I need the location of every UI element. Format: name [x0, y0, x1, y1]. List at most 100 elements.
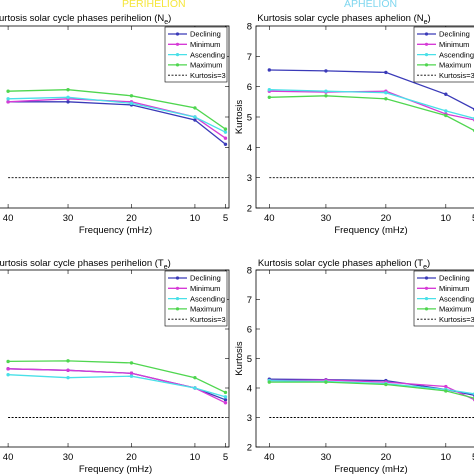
data-point: [66, 359, 70, 363]
x-tick-label: 5: [223, 452, 228, 463]
x-tick-label: 40: [3, 213, 14, 224]
x-tick-label: 5: [223, 213, 228, 224]
series-group: [267, 68, 474, 179]
legend-marker: [175, 276, 180, 280]
legend-marker: [424, 307, 429, 311]
x-tick-label: 20: [381, 452, 392, 463]
data-point: [384, 91, 388, 95]
data-point: [66, 368, 70, 372]
data-point: [324, 89, 328, 93]
data-point: [267, 68, 272, 72]
legend-label: Maximum: [190, 305, 223, 314]
x-tick-label: 5: [472, 213, 474, 224]
data-point: [444, 92, 448, 96]
legend-label: Minimum: [190, 40, 220, 49]
data-point: [223, 390, 228, 395]
data-point: [193, 118, 197, 122]
legend-marker: [175, 307, 180, 311]
data-point: [324, 380, 328, 384]
data-point: [384, 97, 388, 101]
aphelion-header: APHELION: [344, 0, 397, 10]
legend-label: Minimum: [439, 40, 469, 49]
x-tick-label: 20: [126, 213, 137, 224]
data-point: [66, 88, 70, 92]
legend-marker: [424, 286, 429, 290]
data-point: [193, 106, 197, 110]
data-point: [223, 398, 228, 402]
chart-title-close: ): [427, 258, 430, 269]
chart-title-subscript: e: [423, 264, 427, 271]
x-tick-label: 30: [321, 452, 332, 463]
y-tick-label: 8: [247, 22, 252, 33]
series-group: [6, 88, 228, 179]
legend-label: Maximum: [190, 61, 223, 70]
legend-label: Kurtosis=3: [190, 71, 226, 80]
legend-marker: [175, 297, 180, 301]
x-tick-label: 20: [126, 452, 137, 463]
chart-title-subscript: e: [424, 19, 428, 26]
chart-title: Kurtosis solar cycle phases perihelion (…: [0, 13, 171, 26]
y-tick-label: 2: [247, 204, 252, 215]
y-tick-label: 7: [247, 295, 252, 306]
chart-title-main: Kurtosis solar cycle phases aphelion (T: [258, 258, 423, 269]
legend-label: Ascending: [190, 50, 225, 59]
chart-title: Kurtosis solar cycle phases aphelion (Te…: [258, 258, 430, 271]
data-point: [66, 100, 70, 104]
x-tick-label: 40: [264, 213, 275, 224]
data-point: [223, 395, 228, 399]
y-tick-label: 4: [247, 143, 252, 154]
legend-marker: [424, 276, 429, 280]
legend-label: Declining: [439, 274, 470, 283]
y-tick-label: 4: [247, 384, 252, 395]
data-point: [66, 375, 70, 380]
data-point: [193, 375, 197, 380]
x-tick-label: 30: [63, 452, 74, 463]
data-point: [324, 94, 328, 98]
chart-title-main: Kurtosis solar cycle phases perihelion (…: [0, 258, 164, 269]
legend-label: Declining: [190, 30, 221, 39]
data-point: [6, 367, 10, 371]
legend-marker: [175, 53, 180, 57]
data-point: [66, 95, 70, 99]
data-point: [444, 113, 448, 118]
legend-box: [164, 270, 228, 327]
data-point: [444, 109, 448, 113]
data-point: [444, 384, 448, 389]
chart-title-close: ): [168, 258, 171, 269]
data-point: [444, 389, 448, 393]
x-axis-label: Frequency (mHz): [79, 464, 152, 474]
data-point: [223, 401, 228, 405]
chart-panel-4: Kurtosis solar cycle phases aphelion (Te…: [234, 258, 474, 474]
data-point: [129, 94, 134, 98]
x-tick-label: 20: [381, 213, 392, 224]
chart-panel-2: Kurtosis solar cycle phases aphelion (Ne…: [234, 13, 474, 236]
chart-title-subscript: e: [164, 264, 168, 271]
legend-label: Declining: [190, 274, 221, 283]
data-point: [6, 359, 10, 364]
data-point: [129, 371, 134, 375]
data-point: [384, 70, 388, 75]
series-group: [6, 359, 228, 418]
legend-marker: [424, 32, 429, 36]
y-tick-label: 3: [247, 413, 252, 424]
y-tick-label: 7: [247, 52, 252, 63]
y-axis-label: Kurtosis: [234, 341, 245, 376]
legend-marker: [424, 297, 429, 301]
legend-label: Kurtosis=3: [439, 315, 474, 324]
x-tick-label: 10: [190, 213, 201, 224]
legend-label: Maximum: [439, 305, 472, 314]
y-tick-label: 2: [247, 443, 252, 454]
data-point: [324, 69, 328, 73]
x-tick-label: 10: [441, 213, 452, 224]
x-tick-label: 5: [472, 452, 474, 463]
data-point: [193, 386, 197, 390]
legend-label: Minimum: [190, 284, 220, 293]
legend-marker: [424, 63, 429, 67]
legend-label: Declining: [439, 30, 470, 39]
data-point: [223, 136, 228, 140]
series-group: [267, 377, 474, 418]
